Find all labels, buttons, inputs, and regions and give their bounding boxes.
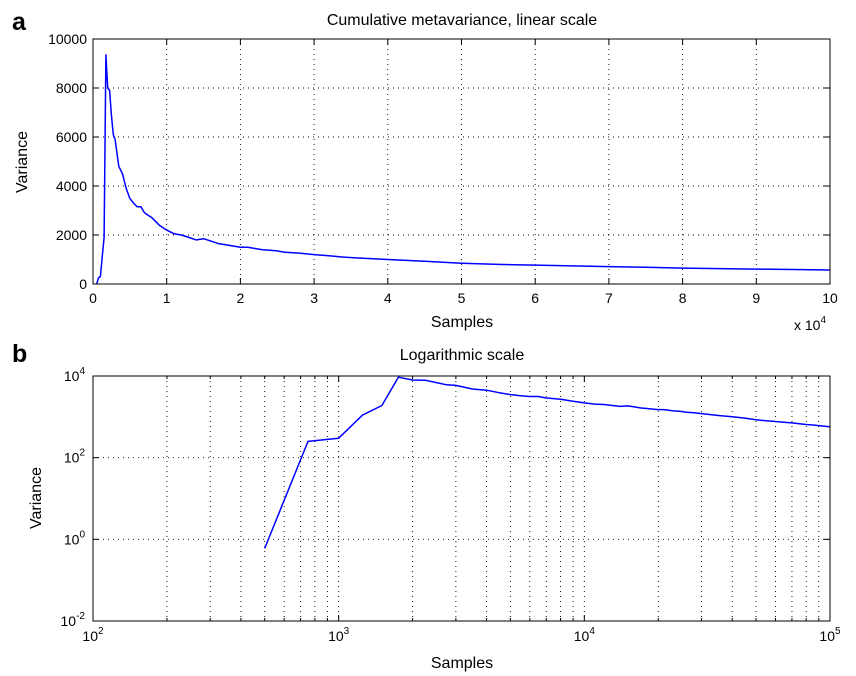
panel-a-xtick-label: 1 [163,290,171,306]
panel-b-ytick-label: 100 [64,529,86,547]
panel-b-ytick-label: 102 [64,448,86,466]
panel-a-ytick-label: 2000 [56,227,87,243]
panel-b-title: Logarithmic scale [400,347,525,364]
panel-a-ticks: 0 1 2 3 4 5 6 7 8 9 10 0 2000 4000 6000 8000 10000 [48,31,838,306]
panel-a-ytick-label: 0 [79,276,87,292]
panel-b-chart: b Logarithmic scale 102 103 104 10510-21001… [12,340,841,672]
panel-b-ytick-label: 104 [64,366,86,384]
panel-b-series [264,376,831,549]
panel-a-xtick-label: 7 [605,290,613,306]
panel-a-letter: a [12,8,27,36]
panel-b-ylabel: Variance [28,467,45,529]
panel-b-xtick-label: 105 [819,626,841,644]
panel-a-xtick-label: 2 [237,290,245,306]
panel-a-title: Cumulative metavariance, linear scale [327,12,597,29]
panel-a-xtick-label: 4 [384,290,392,306]
panel-a-ytick-label: 6000 [56,129,87,145]
panel-b-ytick-label: 10-2 [61,611,86,629]
panel-b-xtick-label: 102 [82,626,104,644]
panel-a-xtick-label: 3 [310,290,318,306]
panel-a-series-line [95,54,831,285]
panel-a-xtick-label: 8 [679,290,687,306]
panel-a-x-multiplier: x 104 [794,315,826,333]
panel-a-series [95,54,831,285]
panel-b-axes-frame [92,375,831,622]
panel-a-xtick-label: 10 [822,290,838,306]
panel-a-xtick-label: 6 [531,290,539,306]
panel-a-ytick-label: 10000 [48,31,87,47]
panel-a-axes-frame [92,38,831,285]
panel-a-chart: a Cumulative metavariance, linear scale … [12,8,838,333]
panel-a-grid [93,39,830,284]
panel-a-xlabel: Samples [431,314,493,331]
panel-b-xtick-label: 103 [328,626,350,644]
panel-b-xlabel: Samples [431,655,493,672]
panel-a-ylabel: Variance [14,131,31,193]
panel-b-grid [93,376,830,621]
panel-b-letter: b [12,340,27,368]
panel-b-ticks: 102 103 104 105 10-2 100 102 104 [61,366,841,644]
panel-a-xtick-label: 9 [752,290,760,306]
panel-a-ytick-label: 4000 [56,178,87,194]
panel-a-xtick-label: 0 [89,290,97,306]
panel-a-xtick-label: 5 [458,290,466,306]
panel-a-ytick-label: 8000 [56,80,87,96]
panel-b-xtick-label: 104 [574,626,596,644]
panel-b-series-line [264,376,831,549]
